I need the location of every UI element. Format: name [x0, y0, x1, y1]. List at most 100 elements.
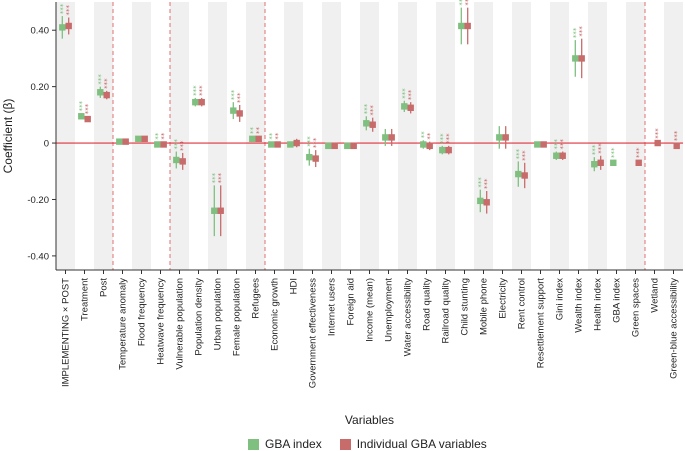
x-tick-label: Flood frequency	[137, 278, 148, 346]
point	[122, 138, 129, 145]
band-24	[512, 2, 531, 270]
band-2	[94, 2, 113, 270]
significance-stars: ***	[407, 89, 415, 100]
significance-stars: ***	[483, 178, 491, 189]
x-tick-label: Refugees	[251, 278, 262, 319]
point	[502, 134, 509, 141]
significance-stars: ***	[59, 3, 67, 14]
significance-stars: ***	[78, 100, 86, 111]
y-tick-label: 0	[44, 139, 49, 150]
significance-stars: ***	[578, 26, 586, 37]
point	[388, 134, 395, 141]
point	[331, 142, 338, 150]
point	[445, 146, 452, 154]
band-8	[208, 2, 227, 270]
x-tick-label: Income (mean)	[365, 278, 376, 342]
point	[160, 141, 167, 148]
point	[496, 134, 503, 141]
point	[192, 98, 199, 106]
x-tick-label: Treatment	[80, 278, 91, 321]
significance-stars: ***	[363, 103, 371, 114]
significance-stars: ***	[211, 172, 219, 183]
point	[135, 135, 142, 143]
x-tick-label: Population density	[194, 278, 205, 356]
significance-stars: ***	[635, 147, 643, 158]
point	[312, 155, 319, 162]
x-tick-label: Child stunting	[460, 278, 471, 336]
point	[407, 104, 414, 111]
point	[274, 141, 281, 148]
band-20	[436, 2, 455, 270]
point	[230, 107, 237, 114]
x-tick-label: Green-blue accessibility	[669, 278, 680, 379]
x-tick-label: Foreign aid	[346, 278, 357, 326]
significance-stars: ***	[572, 27, 580, 38]
x-tick-label: HDI	[289, 278, 300, 294]
point	[559, 152, 566, 159]
legend-label-gba: GBA index	[265, 437, 322, 451]
y-axis-title: Coefficient (β)	[1, 99, 15, 174]
significance-stars: **	[160, 132, 168, 140]
band-12	[284, 2, 303, 270]
point	[635, 159, 642, 166]
x-tick-label: Green spaces	[631, 278, 642, 337]
point	[515, 170, 522, 178]
point	[553, 152, 560, 159]
significance-stars: ***	[230, 89, 238, 100]
point	[236, 110, 243, 117]
significance-stars: **	[426, 132, 434, 140]
band-18	[398, 2, 417, 270]
x-tick-label: Economic growth	[270, 278, 281, 351]
y-tick-label: -0.40	[27, 251, 49, 262]
point	[97, 89, 104, 96]
legend-swatch-individual	[339, 438, 351, 450]
x-tick-label: Road quality	[422, 278, 433, 331]
point	[173, 156, 180, 164]
band-22	[474, 2, 493, 270]
point	[78, 113, 85, 120]
significance-stars: ***	[553, 139, 561, 150]
point	[521, 172, 528, 179]
point	[591, 161, 598, 168]
point	[198, 98, 205, 106]
point	[401, 103, 408, 110]
significance-stars: ***	[369, 105, 377, 116]
significance-stars: ***	[673, 130, 681, 141]
point	[597, 159, 604, 166]
band-26	[550, 2, 569, 270]
significance-stars: ***	[458, 0, 466, 6]
significance-stars: **	[420, 131, 428, 139]
point	[249, 135, 256, 143]
band-14	[322, 2, 341, 270]
point	[325, 142, 332, 150]
significance-stars: ***	[654, 128, 662, 139]
x-tick-label: Unemployment	[384, 278, 395, 342]
significance-stars: ***	[610, 147, 618, 158]
x-tick-label: Water accessibility	[403, 278, 414, 357]
point	[84, 115, 91, 123]
point	[673, 142, 680, 150]
point	[287, 141, 294, 148]
band-0	[56, 2, 75, 270]
point	[268, 141, 275, 148]
significance-stars: ***	[192, 85, 200, 96]
band-32	[664, 2, 683, 270]
point	[578, 55, 585, 62]
point	[350, 142, 357, 150]
point	[211, 207, 218, 214]
point	[154, 141, 161, 148]
legend-swatch-gba	[248, 438, 259, 450]
significance-stars: ***	[65, 5, 73, 16]
significance-stars: **	[255, 127, 263, 135]
significance-stars: **	[249, 127, 257, 134]
data-marks: ************************************** **…	[59, 0, 681, 237]
x-tick-label: Female population	[232, 278, 243, 356]
significance-stars: ***	[97, 74, 105, 85]
legend-item-individual: Individual GBA variables	[339, 437, 487, 451]
x-tick-label: Vulnerable population	[175, 278, 186, 370]
x-tick-label: Wealth index	[574, 278, 585, 333]
x-tick-label: Heatwave frequency	[156, 278, 167, 365]
significance-stars: ***	[439, 133, 447, 144]
axes: 0.40 0.20 0 -0.20 -0.40 IMPLEMENTING × POST Tr…	[27, 2, 683, 388]
significance-stars: ***	[236, 92, 244, 103]
